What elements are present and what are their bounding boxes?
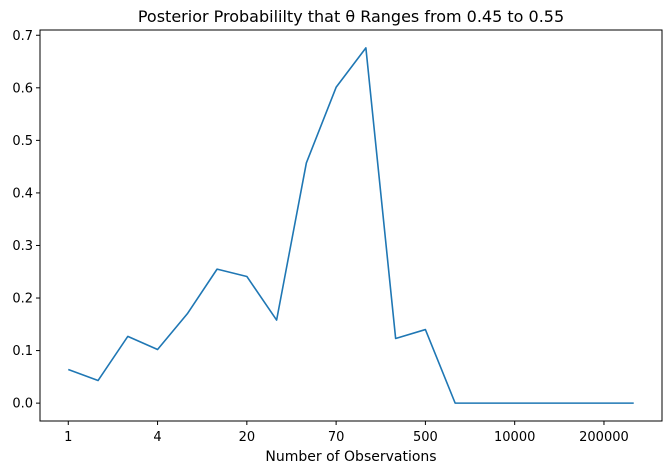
x-tick-label: 10000	[494, 430, 535, 445]
x-tick-label: 20	[239, 430, 256, 445]
x-tick-label: 200000	[579, 430, 629, 445]
x-axis-label: Number of Observations	[265, 449, 436, 465]
y-tick-label: 0.0	[12, 397, 33, 412]
y-tick-label: 0.4	[12, 186, 33, 201]
y-axis: 0.0 0.1 0.2 0.3 0.4 0.5 0.6 0.7	[12, 29, 40, 412]
x-axis: 1 4 20 70 500 10000 200000	[64, 421, 629, 445]
x-tick-label: 70	[328, 430, 345, 445]
y-tick-label: 0.1	[12, 344, 33, 359]
series-line	[67, 47, 634, 404]
x-tick-label: 500	[413, 430, 438, 445]
y-tick-label: 0.5	[12, 134, 33, 149]
plot-frame	[39, 29, 663, 422]
chart-title: Posterior Probabililty that θ Ranges fro…	[138, 7, 564, 26]
y-tick-label: 0.6	[12, 81, 33, 96]
y-tick-label: 0.3	[12, 239, 33, 254]
x-tick-label: 4	[153, 430, 161, 445]
y-tick-label: 0.7	[12, 29, 33, 44]
y-tick-label: 0.2	[12, 292, 33, 307]
x-tick-label: 1	[64, 430, 72, 445]
